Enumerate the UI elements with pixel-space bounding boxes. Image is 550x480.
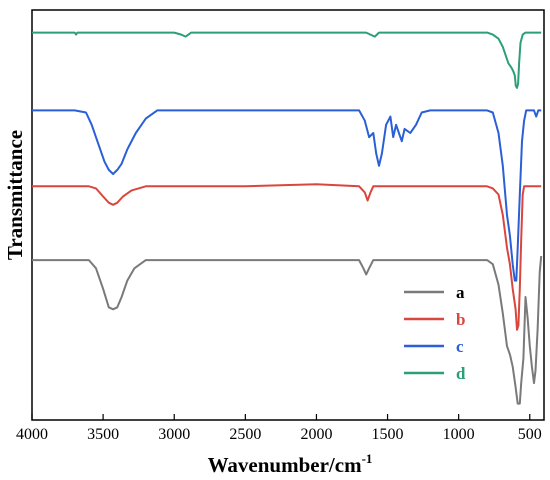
series-layer (32, 31, 543, 405)
x-tick-label: 500 (518, 426, 542, 443)
x-tick-label: 2000 (300, 426, 332, 443)
x-tick-label: 4000 (16, 426, 48, 443)
x-axis-title-text: Wavenumber/cm (208, 453, 362, 477)
x-tick-label: 3000 (158, 426, 190, 443)
x-axis-title: Wavenumber/cm-1 (208, 451, 373, 477)
x-tick-label: 1000 (443, 426, 475, 443)
legend-label-c: c (456, 337, 464, 356)
legend-label-b: b (456, 310, 465, 329)
series-line-b (32, 183, 542, 331)
x-tick-label: 1500 (372, 426, 404, 443)
plot-frame (31, 9, 545, 421)
x-axis-title-superscript: -1 (362, 451, 373, 466)
series-line-d (32, 31, 542, 89)
legend-label-d: d (456, 364, 466, 383)
legend-label-a: a (456, 283, 465, 302)
series-line-c (32, 109, 542, 282)
x-tick-label: 2500 (229, 426, 261, 443)
x-axis-ticks: 4000 3500 3000 2500 2000 1500 1000 500 (16, 414, 542, 443)
x-tick-label: 3500 (87, 426, 119, 443)
y-axis-title: Transmittance (3, 130, 27, 260)
series-line-a (32, 255, 543, 405)
